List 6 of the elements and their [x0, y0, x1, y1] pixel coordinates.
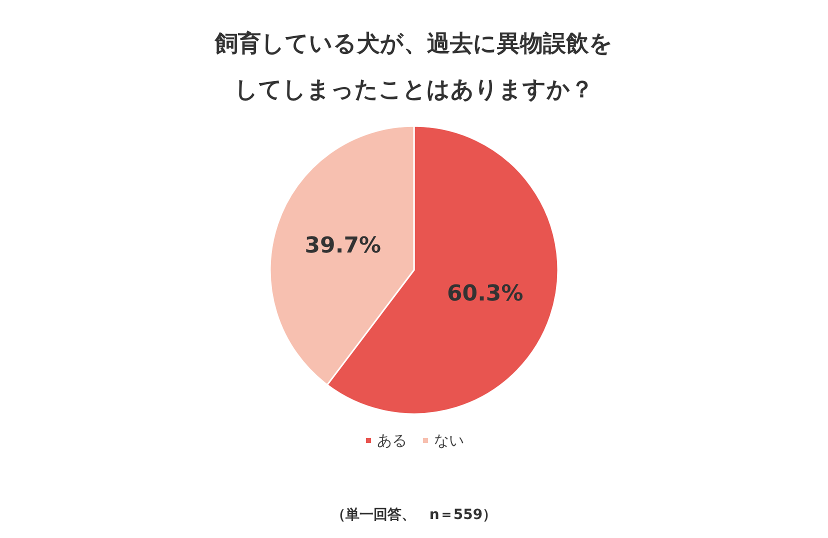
legend-label: ある	[377, 432, 407, 450]
text: （単一回答、 n＝559）	[331, 507, 497, 523]
chart-title: 飼育している犬が、過去に異物誤飲をしてしまったことはありますか？	[214, 30, 613, 103]
legend-label: ない	[434, 432, 464, 450]
data-label: 60.3%	[446, 281, 524, 306]
data-label: 39.7%	[304, 234, 382, 259]
